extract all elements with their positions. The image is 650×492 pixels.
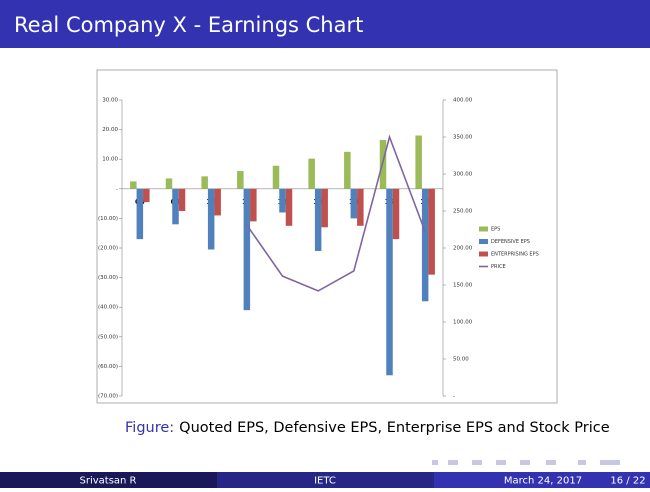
footer-date: March 24, 2017 bbox=[504, 476, 582, 487]
bar bbox=[172, 188, 179, 225]
bar bbox=[272, 165, 280, 189]
legend-swatch bbox=[479, 226, 488, 232]
legend-swatch bbox=[479, 251, 488, 257]
y-tick-label: (60.00) bbox=[98, 364, 118, 370]
bar bbox=[214, 188, 221, 216]
y2-tick-label: 250.00 bbox=[453, 209, 473, 215]
y2-tick-label: 400.00 bbox=[453, 98, 473, 104]
bar bbox=[178, 188, 186, 211]
y-tick-label: (30.00) bbox=[98, 275, 118, 281]
bar bbox=[130, 181, 137, 189]
bar bbox=[415, 135, 422, 189]
bar bbox=[250, 188, 257, 222]
caption-text: Quoted EPS, Defensive EPS, Enterprise EP… bbox=[179, 420, 610, 436]
footer-right bbox=[434, 472, 650, 488]
bar bbox=[350, 188, 358, 219]
y-tick-label: (20.00) bbox=[98, 246, 118, 252]
price-line bbox=[246, 134, 426, 292]
bar bbox=[165, 178, 173, 189]
y-tick-label: (10.00) bbox=[98, 216, 118, 222]
y-tick-label: (70.00) bbox=[98, 394, 118, 400]
y-tick-label: 10.00 bbox=[102, 157, 118, 163]
caption-label: Figure: bbox=[125, 420, 174, 436]
bar bbox=[207, 188, 215, 250]
y-tick-label: 30.00 bbox=[102, 98, 118, 104]
bar bbox=[314, 188, 322, 251]
bar bbox=[321, 188, 328, 228]
slide-title: Real Company X - Earnings Chart bbox=[14, 13, 363, 37]
bar bbox=[357, 188, 364, 226]
y2-tick-label: 100.00 bbox=[453, 320, 473, 326]
footer-institute: IETC bbox=[314, 476, 336, 487]
bar bbox=[308, 158, 315, 189]
header-bar bbox=[0, 0, 650, 48]
y-tick-label: 20.00 bbox=[102, 127, 118, 133]
bar bbox=[136, 188, 144, 240]
bar bbox=[285, 188, 293, 226]
y2-tick-label: 50.00 bbox=[453, 357, 469, 363]
footer-page: 16 / 22 bbox=[610, 476, 645, 487]
y2-tick-label: - bbox=[453, 394, 455, 400]
bar bbox=[201, 176, 208, 189]
bar bbox=[344, 151, 351, 189]
legend-label: ENTERPRISING EPS bbox=[491, 252, 539, 258]
bar bbox=[428, 188, 435, 275]
legend-label: EPS bbox=[491, 227, 500, 233]
bar bbox=[392, 188, 400, 240]
nav-symbols bbox=[432, 460, 620, 465]
bar bbox=[279, 188, 286, 213]
y2-tick-label: 150.00 bbox=[453, 283, 473, 289]
footer-middle bbox=[217, 472, 434, 488]
bar bbox=[386, 188, 393, 376]
y2-tick-label: 350.00 bbox=[453, 135, 473, 141]
y-tick-label: - bbox=[116, 186, 118, 192]
bar bbox=[243, 188, 251, 311]
footer-left bbox=[0, 472, 217, 488]
footer-author: Srivatsan R bbox=[79, 476, 136, 487]
chart-frame bbox=[96, 69, 558, 404]
caption: Figure: Quoted EPS, Defensive EPS, Enterp… bbox=[125, 420, 610, 436]
y-tick-label: (50.00) bbox=[98, 334, 118, 340]
bar bbox=[143, 188, 150, 203]
y2-tick-label: 300.00 bbox=[453, 172, 473, 178]
legend-label: DEFENSIVE EPS bbox=[491, 239, 530, 245]
y2-tick-label: 200.00 bbox=[453, 246, 473, 252]
legend-label: PRICE bbox=[491, 264, 506, 270]
legend-swatch bbox=[479, 239, 488, 244]
bar bbox=[237, 171, 244, 189]
y-tick-label: (40.00) bbox=[98, 305, 118, 311]
bar bbox=[421, 188, 429, 302]
